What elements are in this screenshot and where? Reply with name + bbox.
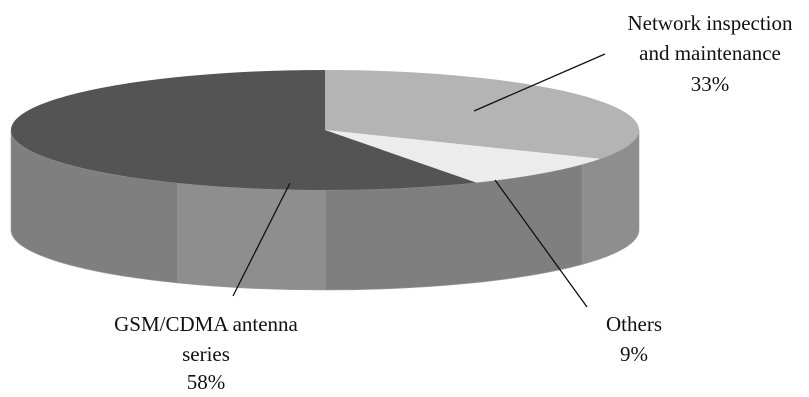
slice-label-network-line-1: Network inspection <box>627 11 793 35</box>
pie-side-segment <box>10 129 178 284</box>
pie-side-layer <box>10 129 640 291</box>
slice-label-others: Others <box>606 312 662 336</box>
slice-label-gsm-line-1: GSM/CDMA antenna <box>114 312 298 336</box>
slice-percent-others: 9% <box>620 342 648 366</box>
pie-slice-network <box>325 70 639 159</box>
leader-line-others <box>494 179 588 308</box>
leader-line-network <box>473 53 606 112</box>
leader-line-gsm <box>232 182 291 297</box>
pie-slice-gsm <box>11 70 477 190</box>
slice-percent-network: 33% <box>691 72 730 96</box>
pie-slice-others <box>325 130 601 183</box>
slice-label-network-line-2: and maintenance <box>639 41 781 65</box>
slice-percent-gsm: 58% <box>187 370 226 392</box>
leader-line-layer <box>232 53 606 308</box>
pie-top-layer <box>11 70 639 190</box>
slice-label-gsm-line-2: series <box>182 342 230 366</box>
pie-side-segment <box>177 182 326 291</box>
